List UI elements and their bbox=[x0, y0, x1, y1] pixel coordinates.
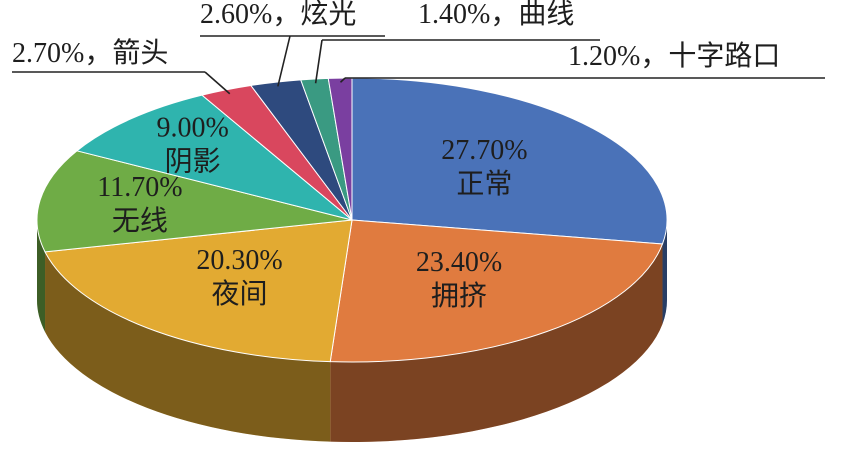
pie-side bbox=[330, 243, 663, 442]
value-label: 27.70% bbox=[441, 135, 527, 166]
pie-slice bbox=[351, 77, 668, 245]
category-label: 夜间 bbox=[211, 278, 267, 310]
value-label: 20.30% bbox=[196, 245, 282, 276]
leader-line bbox=[339, 77, 346, 83]
pie-slice bbox=[75, 94, 353, 221]
category-label: 曲线 bbox=[518, 0, 574, 30]
leader-line bbox=[204, 71, 231, 95]
value-label: 9.00% bbox=[156, 113, 228, 144]
data-label: 2.60%，炫光 bbox=[200, 0, 356, 30]
value-label: 11.70% bbox=[97, 172, 182, 203]
category-label: 正常 bbox=[456, 168, 512, 200]
value-label: 2.60% bbox=[200, 0, 272, 30]
category-label: 无线 bbox=[112, 205, 168, 237]
value-label: 23.40% bbox=[416, 247, 502, 278]
category-label: 箭头 bbox=[112, 37, 168, 69]
category-label: 十字路口 bbox=[668, 40, 780, 72]
pie-side bbox=[662, 220, 667, 324]
pie-side bbox=[45, 251, 331, 442]
pie-side-shade bbox=[662, 220, 667, 324]
data-label: 1.40%，曲线 bbox=[418, 0, 574, 30]
value-label: 2.70% bbox=[12, 38, 84, 69]
category-label: 拥挤 bbox=[431, 280, 487, 312]
category-label: 炫光 bbox=[300, 0, 356, 30]
separator: ， bbox=[490, 0, 518, 30]
pie-side-shade bbox=[45, 251, 331, 442]
separator: ， bbox=[84, 38, 112, 69]
pie-slice bbox=[329, 219, 664, 363]
category-label: 阴影 bbox=[165, 147, 221, 178]
separator: ， bbox=[640, 41, 668, 72]
value-label: 1.40% bbox=[418, 0, 490, 30]
data-label: 2.70%，箭头 bbox=[12, 37, 168, 69]
value-label: 1.20% bbox=[568, 41, 640, 72]
leader-line bbox=[277, 35, 291, 87]
pie-slice bbox=[36, 150, 353, 253]
pie-side-shade bbox=[330, 243, 663, 442]
separator: ， bbox=[272, 0, 300, 30]
data-label: 1.20%，十字路口 bbox=[568, 40, 780, 72]
pie-slice bbox=[44, 219, 353, 363]
leader-line bbox=[314, 39, 323, 84]
